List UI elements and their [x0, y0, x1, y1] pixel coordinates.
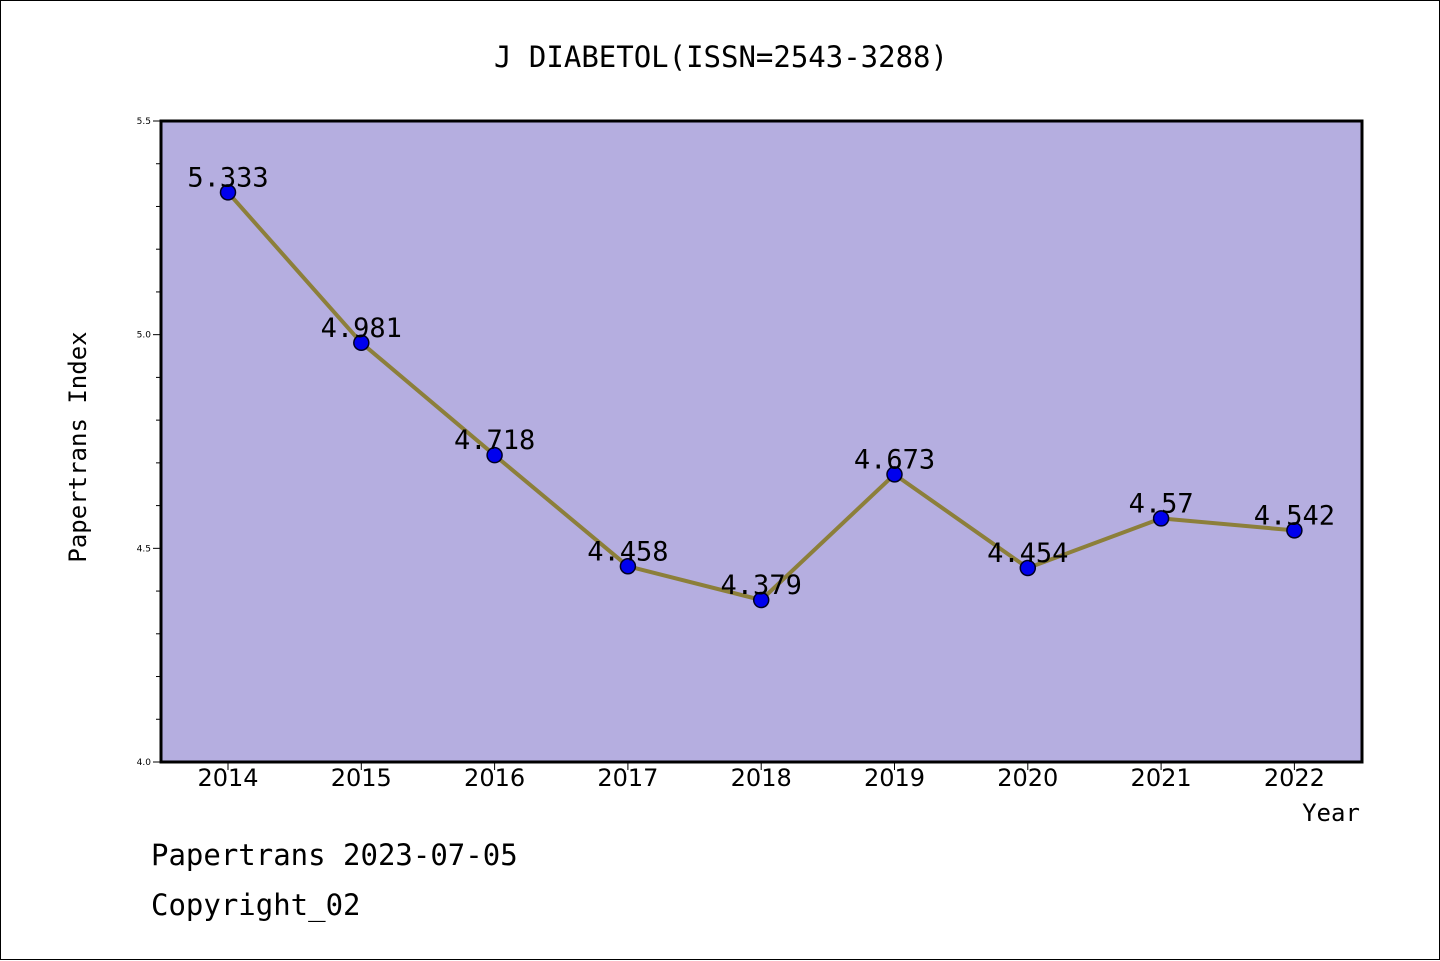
data-label: 4.379 [721, 570, 802, 601]
data-point [1286, 522, 1303, 539]
x-tick-label: 2022 [1264, 764, 1325, 792]
data-label: 4.673 [854, 444, 935, 475]
data-label: 4.981 [321, 313, 402, 344]
data-point [886, 466, 903, 483]
data-label: 4.454 [987, 538, 1068, 569]
x-tick-label: 2019 [864, 764, 925, 792]
footer-copyright: Copyright_02 [151, 888, 361, 923]
data-label: 5.333 [187, 162, 268, 193]
x-tick-label: 2021 [1131, 764, 1192, 792]
data-label: 4.542 [1254, 500, 1335, 531]
y-tick-label: 5.5 [137, 117, 151, 127]
x-tick-label: 2018 [731, 764, 792, 792]
x-tick-label: 2020 [997, 764, 1058, 792]
data-point [353, 334, 370, 352]
x-tick-label: 2014 [197, 764, 258, 792]
y-tick-label: 4.5 [137, 544, 151, 554]
x-tick-label: 2015 [331, 764, 392, 792]
data-markers [219, 184, 1303, 609]
x-tick-label: 2017 [597, 764, 658, 792]
y-axis-label: Papertrans Index [64, 331, 92, 562]
x-tick-label: 2016 [464, 764, 525, 792]
chart-title: J DIABETOL(ISSN=2543-3288) [494, 40, 948, 74]
x-axis: 2014 2015 2016 2017 2018 2019 2020 2021 2022 [197, 762, 1325, 792]
data-point [619, 558, 637, 575]
y-axis: 4.0 4.5 5.0 5.5 [137, 117, 161, 768]
x-axis-label: Year [1302, 799, 1360, 827]
footer-date: Papertrans 2023-07-05 [151, 838, 518, 872]
data-point [752, 591, 770, 609]
y-tick-label: 4.0 [137, 758, 152, 768]
y-tick-label: 5.0 [137, 331, 152, 341]
data-labels: 5.333 4.981 4.718 4.458 4.379 4.673 4.454 4.57 4… [187, 162, 1335, 601]
data-point [1019, 559, 1037, 577]
plot-area [159, 119, 1364, 764]
data-point [486, 446, 503, 464]
data-point [1152, 510, 1170, 527]
data-point [219, 184, 237, 201]
data-label: 4.718 [454, 425, 535, 456]
data-label: 4.458 [587, 536, 668, 567]
data-label: 4.57 [1129, 488, 1194, 519]
